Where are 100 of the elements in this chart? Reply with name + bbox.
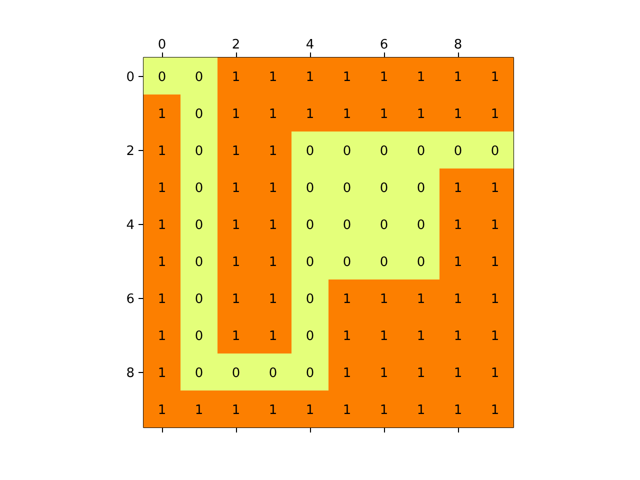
data-label: 1 [268, 255, 278, 270]
data-label: 0 [194, 366, 204, 381]
x-tick-label: 2 [232, 38, 240, 52]
data-label: 1 [380, 366, 388, 381]
data-label: 0 [416, 255, 426, 270]
data-label: 1 [232, 70, 240, 85]
data-label: 1 [342, 107, 352, 122]
data-label: 1 [380, 292, 388, 307]
data-label: 1 [490, 292, 500, 307]
data-label: 1 [342, 366, 352, 381]
data-label: 1 [454, 107, 462, 122]
data-label: 1 [158, 107, 166, 122]
data-label: 0 [380, 255, 388, 270]
data-label: 1 [268, 181, 278, 196]
data-label: 0 [342, 218, 352, 233]
data-label: 0 [306, 329, 314, 344]
x-tick-label: 4 [306, 38, 314, 52]
data-label: 0 [306, 218, 314, 233]
data-label: 0 [194, 107, 204, 122]
data-label: 1 [490, 255, 500, 270]
y-tick-label: 6 [126, 292, 135, 307]
data-label: 1 [490, 107, 500, 122]
data-label: 1 [490, 329, 500, 344]
data-label: 1 [380, 107, 388, 122]
data-label: 1 [158, 144, 166, 159]
data-label: 0 [416, 144, 426, 159]
data-label: 1 [268, 218, 278, 233]
data-label: 0 [342, 144, 352, 159]
data-label: 0 [194, 181, 204, 196]
data-label: 1 [416, 329, 426, 344]
data-label: 0 [342, 255, 352, 270]
data-label: 1 [342, 292, 352, 307]
data-label: 0 [306, 255, 314, 270]
data-label: 0 [306, 181, 314, 196]
y-tick-label: 0 [126, 70, 135, 85]
data-label: 1 [454, 70, 462, 85]
data-label: 1 [454, 181, 462, 196]
data-label: 1 [158, 292, 166, 307]
data-label: 0 [342, 181, 352, 196]
data-label: 1 [158, 181, 166, 196]
data-label: 1 [454, 329, 462, 344]
data-label: 1 [158, 255, 166, 270]
data-label: 1 [454, 366, 462, 381]
data-label: 1 [306, 70, 314, 85]
data-label: 0 [416, 218, 426, 233]
y-tick-label: 8 [126, 366, 135, 381]
data-label: 1 [416, 70, 426, 85]
data-label: 0 [454, 144, 462, 159]
data-label: 0 [416, 181, 426, 196]
data-label: 1 [416, 366, 426, 381]
data-label: 1 [232, 255, 240, 270]
data-label: 0 [194, 329, 204, 344]
data-label: 1 [232, 329, 240, 344]
data-label: 0 [490, 144, 500, 159]
data-label: 1 [454, 255, 462, 270]
data-label: 1 [490, 403, 500, 418]
data-label: 1 [380, 70, 388, 85]
data-label: 1 [454, 403, 462, 418]
data-label: 1 [268, 329, 278, 344]
data-label: 1 [158, 366, 166, 381]
data-label: 1 [490, 70, 500, 85]
x-tick-label: 0 [158, 38, 166, 52]
data-label: 0 [306, 292, 314, 307]
data-label: 1 [232, 107, 240, 122]
data-label: 1 [158, 329, 166, 344]
data-label: 1 [268, 107, 278, 122]
data-label: 1 [232, 292, 240, 307]
data-label: 0 [380, 218, 388, 233]
data-label: 1 [268, 292, 278, 307]
data-label: 1 [306, 107, 314, 122]
data-label: 1 [306, 403, 314, 418]
data-label: 0 [194, 144, 204, 159]
data-label: 1 [342, 403, 352, 418]
data-label: 1 [232, 181, 240, 196]
data-label: 1 [380, 329, 388, 344]
x-tick-label: 8 [454, 38, 462, 52]
data-label: 0 [194, 70, 204, 85]
data-label: 1 [232, 144, 240, 159]
data-label: 1 [454, 218, 462, 233]
data-label: 1 [490, 181, 500, 196]
y-tick-label: 4 [126, 218, 135, 233]
data-label: 1 [490, 218, 500, 233]
data-label: 1 [416, 292, 426, 307]
data-label: 1 [158, 403, 166, 418]
data-label: 1 [194, 403, 204, 418]
data-label: 1 [416, 403, 426, 418]
data-label: 0 [232, 366, 240, 381]
data-label: 0 [306, 144, 314, 159]
data-label: 1 [158, 218, 166, 233]
data-label: 0 [194, 218, 204, 233]
y-tick-label: 2 [126, 144, 135, 159]
data-label: 1 [268, 403, 278, 418]
data-label: 1 [490, 366, 500, 381]
x-tick-label: 6 [380, 38, 388, 52]
data-label: 0 [158, 70, 166, 85]
data-label: 0 [268, 366, 278, 381]
data-label: 1 [232, 218, 240, 233]
data-label: 1 [342, 70, 352, 85]
data-label: 1 [416, 107, 426, 122]
data-label: 0 [194, 292, 204, 307]
